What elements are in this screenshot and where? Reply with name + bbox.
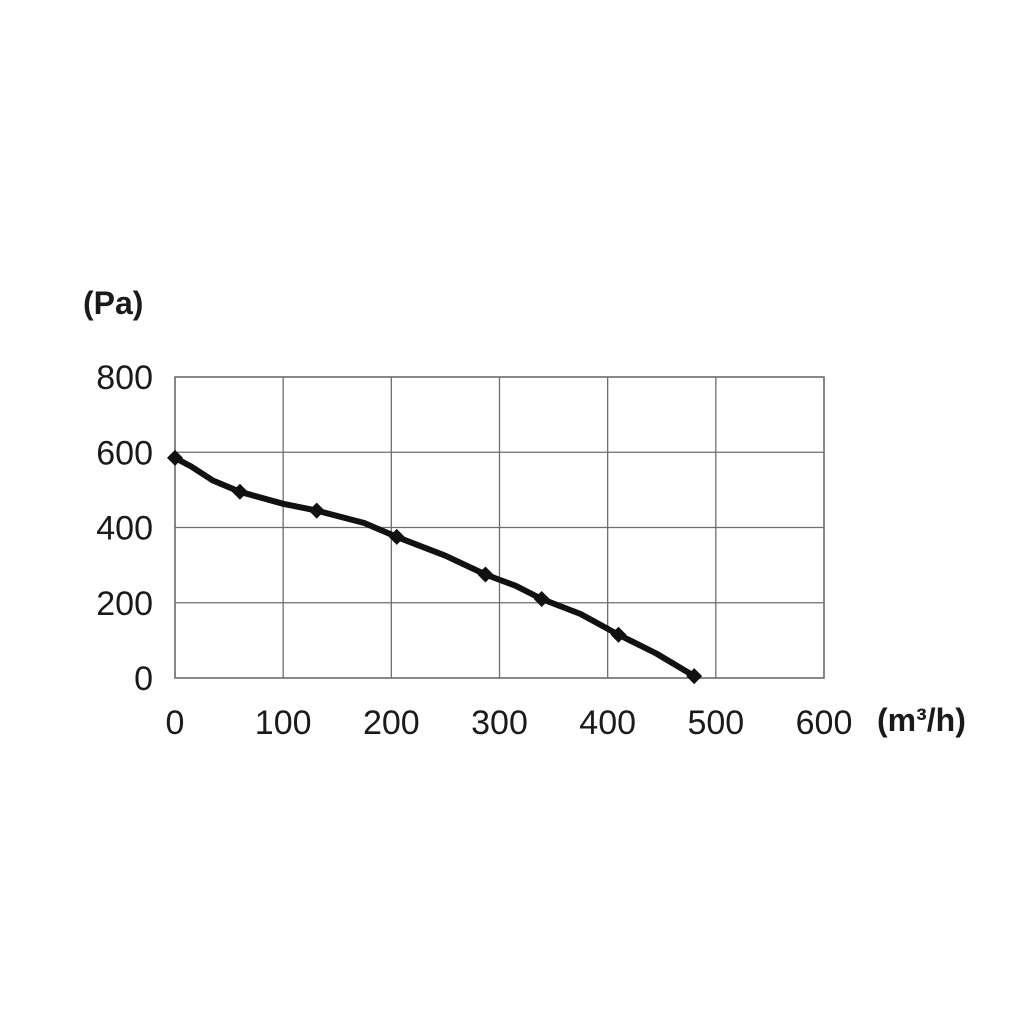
data-point-marker xyxy=(388,528,405,545)
y-tick-label: 200 xyxy=(96,585,153,623)
x-tick-label: 200 xyxy=(363,704,420,742)
series-line xyxy=(172,454,698,680)
x-tick-label: 100 xyxy=(255,704,312,742)
y-axis-ticks: 800 600 400 200 0 xyxy=(96,359,153,698)
x-tick-label: 500 xyxy=(687,704,744,742)
y-axis-unit-label: (Pa) xyxy=(83,285,143,321)
x-tick-label: 300 xyxy=(471,704,528,742)
data-point-marker xyxy=(308,502,325,519)
x-tick-label: 0 xyxy=(166,704,185,742)
data-point-marker xyxy=(610,626,627,643)
series xyxy=(167,449,703,685)
grid xyxy=(174,376,825,679)
y-tick-label: 800 xyxy=(96,359,153,397)
plot-frame xyxy=(174,376,825,679)
x-tick-label: 600 xyxy=(796,704,853,742)
data-point-marker xyxy=(686,668,703,685)
data-point-marker xyxy=(167,449,183,466)
x-axis-unit-label: (m³/h) xyxy=(877,702,966,738)
y-tick-label: 600 xyxy=(96,434,153,472)
data-point-marker xyxy=(477,566,494,583)
y-tick-label: 0 xyxy=(134,660,153,698)
y-tick-label: 400 xyxy=(96,510,153,548)
x-axis-ticks: 0 100 200 300 400 500 600 xyxy=(166,704,853,742)
data-point-marker xyxy=(231,483,248,500)
data-point-marker xyxy=(533,590,550,607)
x-tick-label: 400 xyxy=(579,704,636,742)
